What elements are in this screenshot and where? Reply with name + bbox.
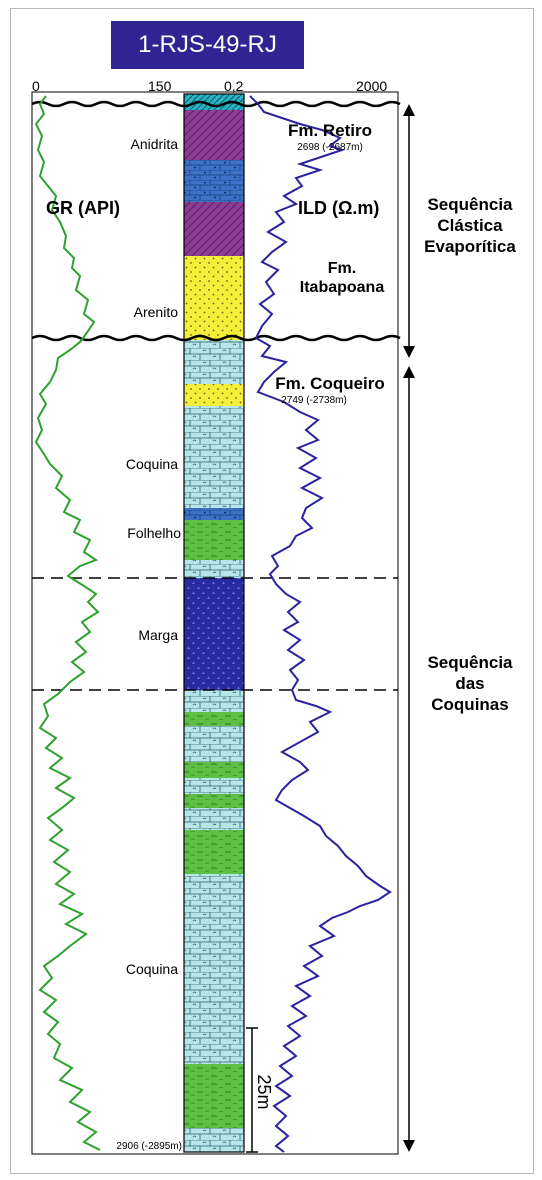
log-track-border	[31, 91, 399, 1155]
label-anidrita: Anidrita	[131, 136, 179, 152]
seq-lower-line3: Coquinas	[431, 695, 508, 714]
gr-scale-max: 150	[148, 78, 172, 94]
label-arenito: Arenito	[134, 304, 179, 320]
litho-folhelho-3	[184, 762, 244, 778]
figure-frame	[10, 8, 534, 1174]
litho-anidrita-upper	[184, 110, 244, 160]
litho-arenito	[184, 256, 244, 340]
fm-itabapoana-line2: Itabapoana	[300, 279, 385, 296]
fm-retiro-name: Fm. Retiro	[288, 121, 372, 140]
litho-folhelho-1	[184, 520, 244, 560]
litho-coquina-4	[184, 690, 244, 712]
litho-arenito-thin	[184, 384, 244, 406]
gr-scale-min: 0	[32, 78, 40, 94]
label-coquina-upper: Coquina	[126, 456, 178, 472]
seq-upper-line2: Clástica	[437, 216, 503, 235]
seq-upper-line3: Evaporítica	[424, 237, 516, 256]
ild-curve-label: ILD (Ω.m)	[298, 198, 379, 218]
litho-folhelho-4	[184, 794, 244, 808]
bottom-depth-label: 2906 (-2895m)	[116, 1141, 182, 1152]
sequence-arrows	[403, 104, 415, 1152]
litho-coquina-8	[184, 874, 244, 1064]
gr-curve	[34, 95, 101, 1151]
ild-curve	[249, 95, 392, 1153]
litho-coquina-7	[184, 808, 244, 830]
gr-curve-label: GR (API)	[46, 198, 120, 218]
unconformity-middle	[31, 334, 401, 342]
label-folhelho: Folhelho	[127, 525, 181, 541]
scale-bar-label: 25m	[254, 1074, 274, 1109]
ild-scale-max: 2000	[356, 78, 388, 94]
fm-coqueiro-depth: 2749 (-2738m)	[281, 395, 347, 406]
label-coquina-lower: Coquina	[126, 961, 178, 977]
fm-coqueiro-name: Fm. Coqueiro	[275, 374, 385, 393]
scale-bar	[246, 1027, 258, 1153]
litho-limestone-upper	[184, 160, 244, 202]
litho-coquina-6	[184, 778, 244, 794]
seq-lower-line1: Sequência	[427, 653, 513, 672]
litho-coquina-3	[184, 560, 244, 578]
litho-marga	[184, 578, 244, 690]
fm-retiro-depth: 2698 (-2687m)	[297, 142, 363, 153]
well-title: 1-RJS-49-RJ	[111, 21, 304, 69]
litho-anidrita-lower	[184, 202, 244, 256]
unconformity-top	[31, 100, 401, 108]
litho-coquina-2	[184, 406, 244, 508]
fm-itabapoana-line1: Fm.	[328, 260, 356, 277]
litho-folhelho-5	[184, 830, 244, 874]
seq-upper-line1: Sequência	[427, 195, 513, 214]
litho-coquina-9	[184, 1128, 244, 1152]
seq-lower-line2: das	[455, 674, 484, 693]
litho-limestone-thin	[184, 508, 244, 520]
litho-coquina-5	[184, 726, 244, 762]
litho-cap	[184, 94, 244, 110]
litho-folhelho-6	[184, 1064, 244, 1128]
lithology-column	[183, 93, 245, 1153]
ild-scale-min: 0,2	[224, 78, 244, 94]
litho-folhelho-2	[184, 712, 244, 726]
litho-coquina-1	[184, 340, 244, 384]
label-marga: Marga	[138, 627, 178, 643]
